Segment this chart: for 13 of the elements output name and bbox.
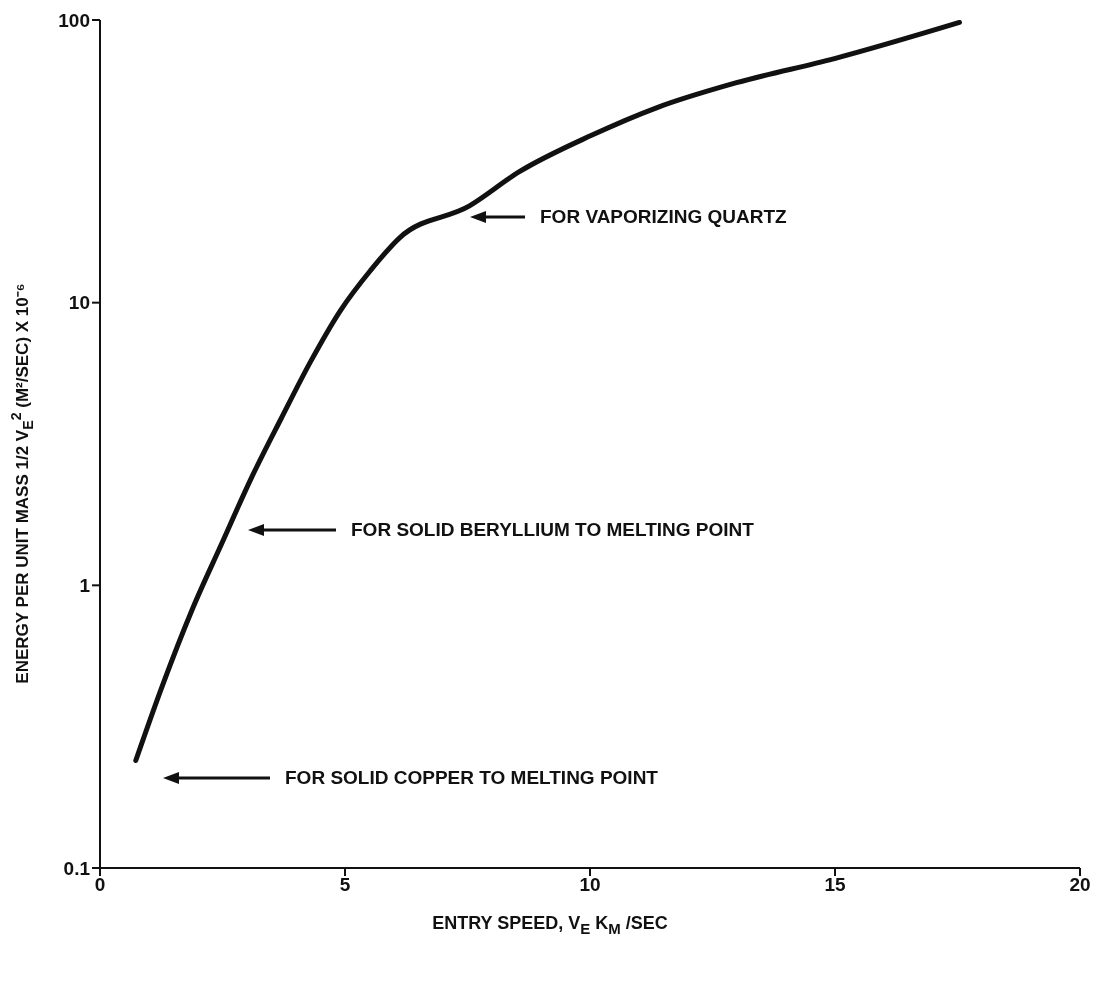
x-tick-label: 0 [94, 874, 106, 896]
y-tick-label: 1 [79, 575, 91, 597]
x-tick-label: 10 [579, 874, 601, 896]
y-tick-label: 10 [68, 292, 90, 314]
y-tick-label: 100 [58, 9, 90, 31]
x-tick-label: 5 [339, 874, 351, 896]
annotation: FOR VAPORIZING QUARTZ [540, 205, 787, 229]
x-tick-label: 20 [1069, 874, 1091, 896]
y-tick-label: 0.1 [63, 857, 91, 879]
annotation: FOR SOLID COPPER TO MELTING POINT [285, 766, 658, 790]
x-tick-label: 15 [824, 874, 846, 896]
x-axis-title: ENTRY SPEED, V$_{E}$ K$_{M}$ /SEC [432, 913, 668, 937]
annotation: FOR SOLID BERYLLIUM TO MELTING POINT [351, 518, 754, 542]
